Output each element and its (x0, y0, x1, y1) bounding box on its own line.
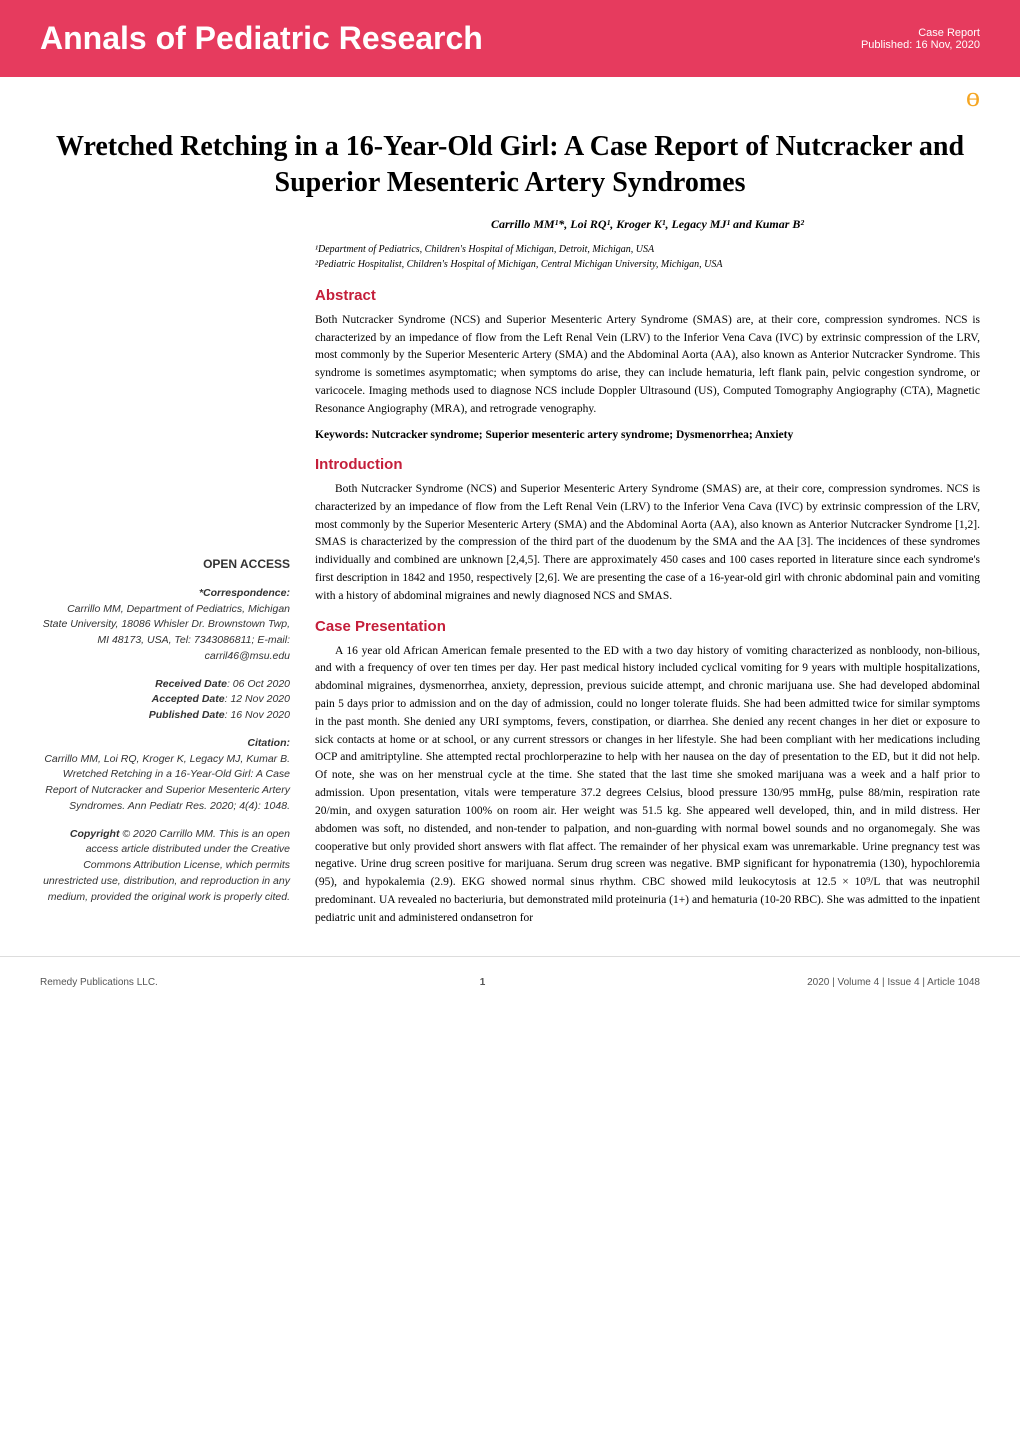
published-date: Published: 16 Nov, 2020 (861, 39, 980, 51)
publisher: Remedy Publications LLC. (40, 977, 158, 988)
introduction-heading: Introduction (315, 456, 980, 473)
case-text: A 16 year old African American female pr… (315, 643, 980, 928)
keywords: Keywords: Nutcracker syndrome; Superior … (315, 427, 980, 444)
citation-section: Citation: Carrillo MM, Loi RQ, Kroger K,… (40, 736, 290, 815)
copyright-label: Copyright (70, 828, 120, 840)
main-content: Carrillo MM¹*, Loi RQ¹, Kroger K¹, Legac… (315, 217, 980, 936)
received-label: Received Date (155, 678, 227, 690)
article-title: Wretched Retching in a 16-Year-Old Girl:… (0, 114, 1020, 217)
sidebar: OPEN ACCESS *Correspondence: Carrillo MM… (40, 217, 290, 936)
affiliation-2: ²Pediatric Hospitalist, Children's Hospi… (315, 257, 980, 272)
affiliations: ¹Department of Pediatrics, Children's Ho… (315, 242, 980, 272)
journal-title: Annals of Pediatric Research (40, 20, 483, 57)
open-access-icon: ɵ (0, 77, 1020, 114)
received-value: : 06 Oct 2020 (227, 678, 290, 690)
introduction-text: Both Nutcracker Syndrome (NCS) and Super… (315, 481, 980, 606)
content-wrap: OPEN ACCESS *Correspondence: Carrillo MM… (0, 217, 1020, 936)
abstract-heading: Abstract (315, 287, 980, 304)
correspondence-section: *Correspondence: Carrillo MM, Department… (40, 586, 290, 665)
header-bar: Annals of Pediatric Research Case Report… (0, 0, 1020, 77)
article-type: Case Report (861, 27, 980, 39)
copyright-section: Copyright © 2020 Carrillo MM. This is an… (40, 827, 290, 906)
case-heading: Case Presentation (315, 618, 980, 635)
affiliation-1: ¹Department of Pediatrics, Children's Ho… (315, 242, 980, 257)
published-value: : 16 Nov 2020 (225, 709, 290, 721)
dates-section: Received Date: 06 Oct 2020 Accepted Date… (40, 677, 290, 724)
accepted-label: Accepted Date (152, 693, 225, 705)
accepted-value: : 12 Nov 2020 (225, 693, 290, 705)
abstract-text: Both Nutcracker Syndrome (NCS) and Super… (315, 312, 980, 419)
citation-text: Carrillo MM, Loi RQ, Kroger K, Legacy MJ… (40, 752, 290, 815)
authors: Carrillo MM¹*, Loi RQ¹, Kroger K¹, Legac… (315, 217, 980, 232)
correspondence-text: Carrillo MM, Department of Pediatrics, M… (40, 602, 290, 665)
citation-label: Citation: (40, 736, 290, 752)
correspondence-label: *Correspondence: (40, 586, 290, 602)
page-number: 1 (480, 977, 486, 988)
open-access-label: OPEN ACCESS (40, 557, 290, 571)
footer: Remedy Publications LLC. 1 2020 | Volume… (0, 956, 1020, 1003)
issue-info: 2020 | Volume 4 | Issue 4 | Article 1048 (807, 977, 980, 988)
published-label: Published Date (149, 709, 225, 721)
header-meta: Case Report Published: 16 Nov, 2020 (861, 27, 980, 51)
